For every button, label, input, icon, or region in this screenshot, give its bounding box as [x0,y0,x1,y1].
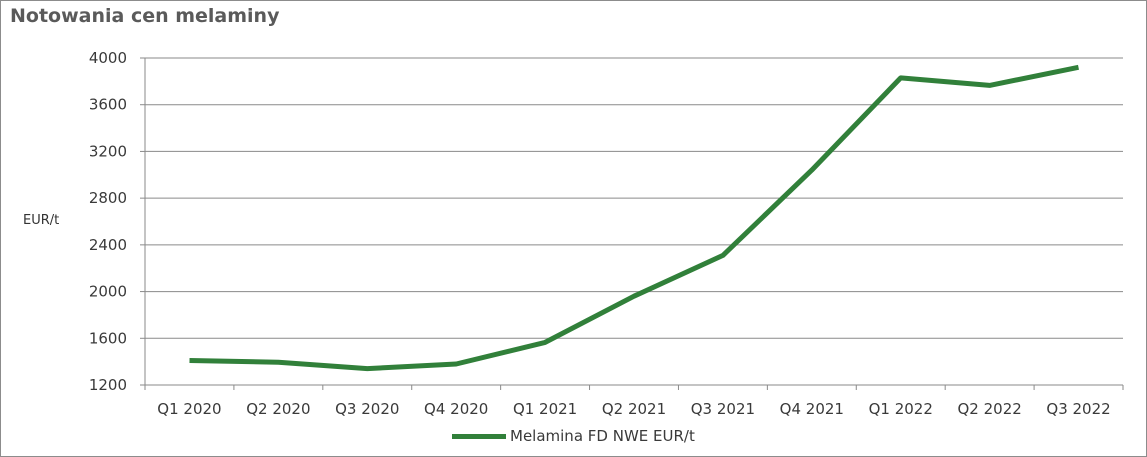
series-line [189,64,1079,372]
y-tick-label: 2800 [89,189,127,207]
chart-title: Notowania cen melaminy [10,5,280,27]
y-tick-label: 2000 [89,283,127,301]
y-tick-label: 3600 [89,96,127,114]
legend-swatch [452,433,506,439]
y-tick-label: 4000 [89,49,127,67]
x-tick-label: Q3 2022 [1046,400,1110,418]
x-tick-label: Q1 2022 [869,400,933,418]
legend-label: Melamina FD NWE EUR/t [510,427,695,445]
y-axis-label: EUR/t [23,213,60,228]
x-tick-label: Q1 2021 [513,400,577,418]
y-tick-label: 1200 [89,376,127,394]
x-tick-label: Q2 2022 [957,400,1021,418]
x-tick-label: Q4 2021 [780,400,844,418]
x-tick-label: Q2 2021 [602,400,666,418]
x-tick-label: Q2 2020 [246,400,310,418]
y-tick-label: 1600 [89,329,127,347]
x-tick-label: Q1 2020 [157,400,221,418]
y-tick-label: 2400 [89,236,127,254]
legend: Melamina FD NWE EUR/t [452,425,695,447]
x-tick-label: Q3 2020 [335,400,399,418]
y-tick-label: 3200 [89,142,127,160]
x-tick-label: Q4 2020 [424,400,488,418]
x-tick-label: Q3 2021 [691,400,755,418]
